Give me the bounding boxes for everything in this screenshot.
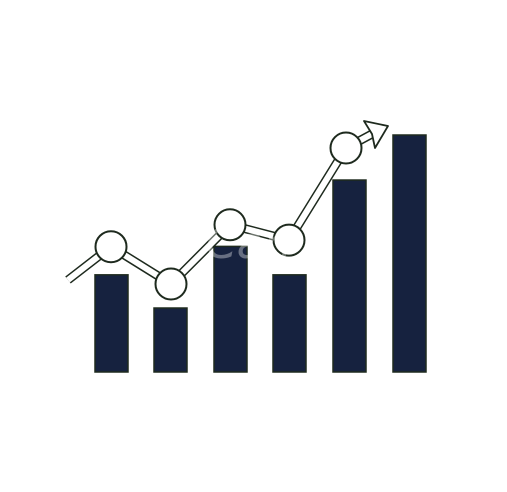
bar-6 xyxy=(392,134,427,373)
watermark: Can xyxy=(206,218,292,269)
trend-point-2 xyxy=(154,267,188,301)
trend-point-1 xyxy=(94,230,128,264)
trend-line-group xyxy=(65,120,389,301)
bar-4 xyxy=(272,274,307,373)
bar-5 xyxy=(332,179,367,373)
bar-2 xyxy=(153,307,188,373)
trend-point-4 xyxy=(272,223,306,257)
arrow-head-icon xyxy=(363,120,389,149)
trend-point-3 xyxy=(213,208,247,242)
watermark-text: Can xyxy=(206,218,292,269)
bar-1 xyxy=(94,274,129,373)
trend-point-5 xyxy=(329,131,363,165)
bar-3 xyxy=(213,245,248,373)
bar-group xyxy=(94,134,427,373)
